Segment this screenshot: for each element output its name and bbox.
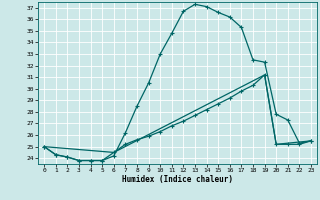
X-axis label: Humidex (Indice chaleur): Humidex (Indice chaleur)	[122, 175, 233, 184]
